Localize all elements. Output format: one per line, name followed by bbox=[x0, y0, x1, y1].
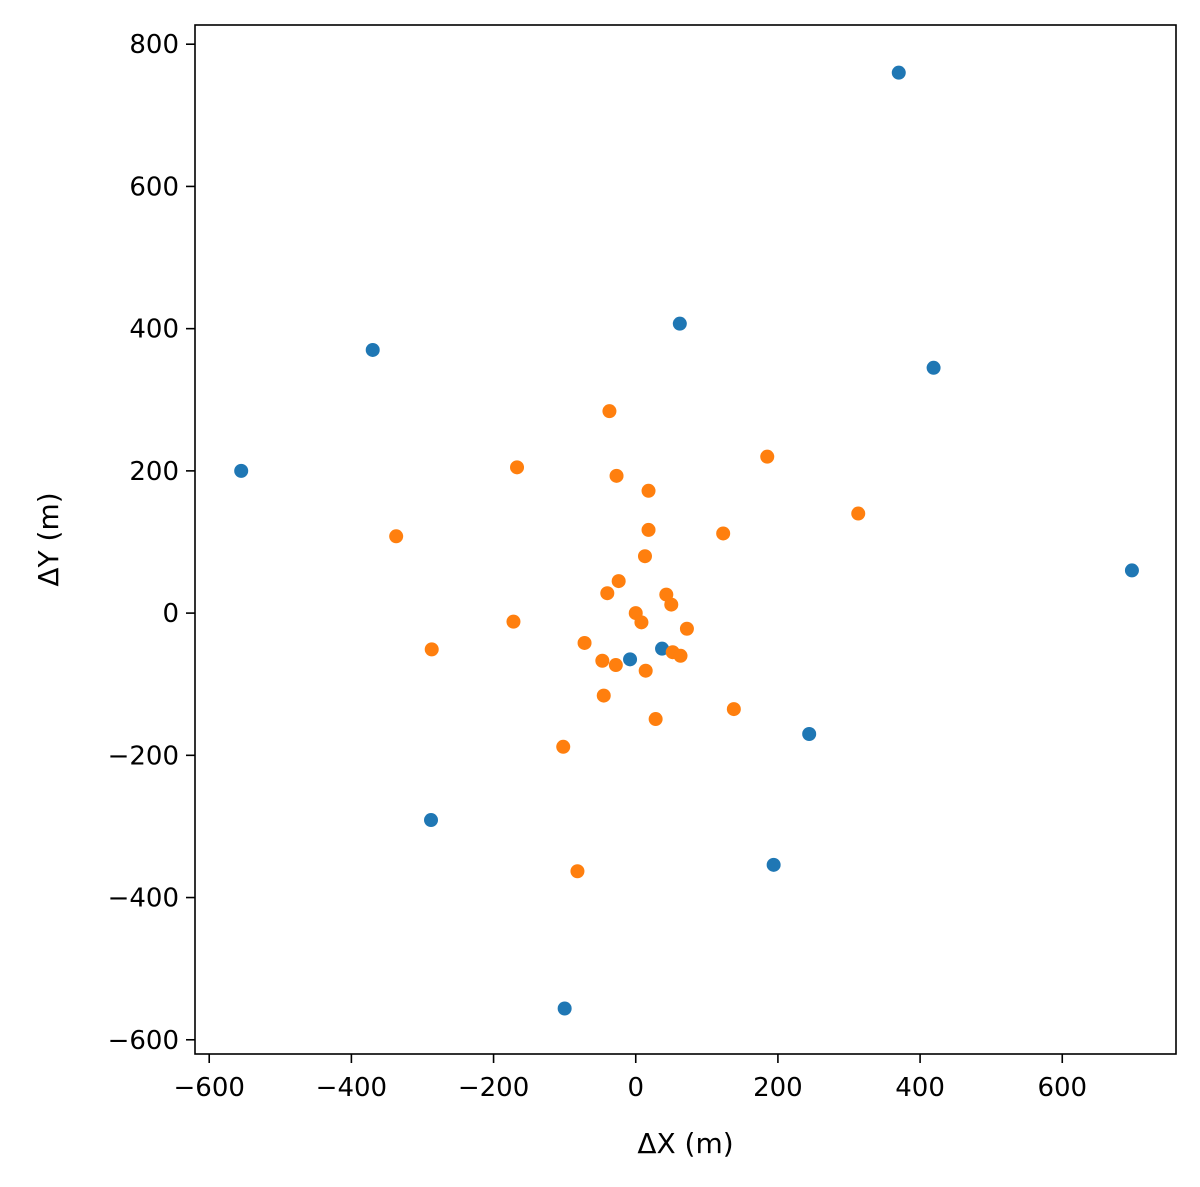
data-point bbox=[424, 813, 439, 828]
x-tick-label: −400 bbox=[316, 1073, 387, 1103]
x-axis-ticks: −600 −400 −200 0 200 400 600 bbox=[174, 1054, 1087, 1103]
data-point bbox=[634, 615, 649, 630]
data-point bbox=[766, 857, 781, 872]
data-point bbox=[638, 663, 653, 678]
data-points bbox=[234, 65, 1139, 1016]
x-tick-label: 0 bbox=[627, 1073, 644, 1103]
data-point bbox=[365, 342, 380, 357]
data-point bbox=[510, 460, 525, 475]
data-point bbox=[623, 652, 638, 667]
data-point bbox=[596, 688, 611, 703]
data-point bbox=[389, 529, 404, 544]
data-point bbox=[570, 864, 585, 879]
data-point bbox=[679, 621, 694, 636]
x-tick-label: 600 bbox=[1037, 1073, 1087, 1103]
y-tick-label: −600 bbox=[108, 1026, 179, 1056]
x-tick-label: 200 bbox=[753, 1073, 803, 1103]
data-point bbox=[655, 641, 670, 656]
data-point bbox=[641, 522, 656, 537]
data-point bbox=[556, 739, 571, 754]
data-point bbox=[1124, 563, 1139, 578]
data-point bbox=[595, 653, 610, 668]
y-tick-label: 400 bbox=[129, 315, 179, 345]
y-axis-title: ΔY (m) bbox=[32, 492, 65, 586]
data-point bbox=[716, 526, 731, 541]
data-point bbox=[424, 642, 439, 657]
y-tick-label: −400 bbox=[108, 884, 179, 914]
series-1 bbox=[234, 65, 1139, 1016]
data-point bbox=[926, 360, 941, 375]
data-point bbox=[648, 712, 663, 727]
data-point bbox=[557, 1001, 572, 1016]
data-point bbox=[577, 635, 592, 650]
x-axis-title: ΔX (m) bbox=[637, 1127, 733, 1160]
y-tick-label: 200 bbox=[129, 457, 179, 487]
y-tick-label: −200 bbox=[108, 741, 179, 771]
x-tick-label: −600 bbox=[174, 1073, 245, 1103]
series-2 bbox=[389, 404, 866, 879]
y-tick-label: 0 bbox=[162, 599, 179, 629]
data-point bbox=[664, 597, 679, 612]
axes-frame bbox=[194, 24, 1177, 1055]
data-point bbox=[726, 702, 741, 717]
y-tick-label: 800 bbox=[129, 30, 179, 60]
data-point bbox=[234, 463, 249, 478]
data-point bbox=[600, 586, 615, 601]
data-point bbox=[891, 65, 906, 80]
data-point bbox=[802, 726, 817, 741]
y-tick-label: 600 bbox=[129, 172, 179, 202]
data-point bbox=[608, 658, 623, 673]
data-point bbox=[506, 614, 521, 629]
data-point bbox=[760, 449, 775, 464]
data-point bbox=[637, 549, 652, 564]
data-point bbox=[672, 316, 687, 331]
data-point bbox=[602, 404, 617, 419]
data-point bbox=[673, 648, 688, 663]
data-point bbox=[641, 483, 656, 498]
data-point bbox=[851, 506, 866, 521]
data-point bbox=[611, 574, 626, 589]
x-tick-label: 400 bbox=[895, 1073, 945, 1103]
y-axis-ticks: −600 −400 −200 0 200 400 600 800 bbox=[108, 30, 195, 1056]
data-point bbox=[609, 468, 624, 483]
x-tick-label: −200 bbox=[458, 1073, 529, 1103]
